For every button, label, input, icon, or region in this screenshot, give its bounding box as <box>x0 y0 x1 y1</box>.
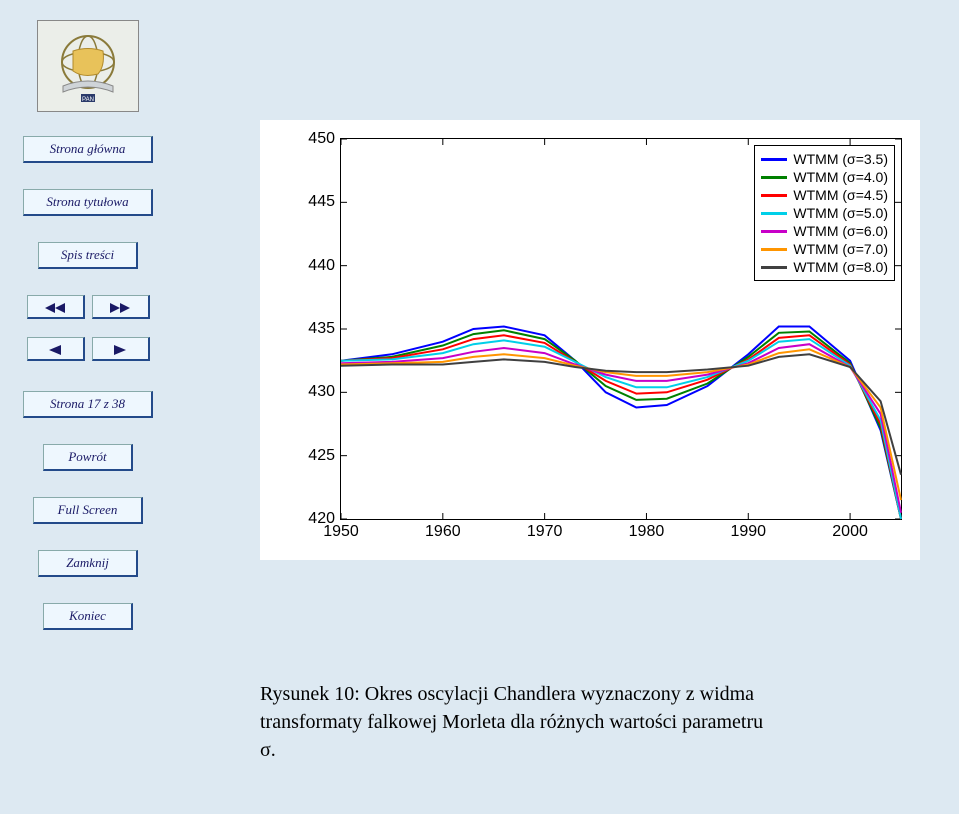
prev-button[interactable] <box>27 337 85 361</box>
end-button[interactable]: Koniec <box>43 603 133 630</box>
series-line <box>341 354 901 474</box>
right-icon <box>114 345 126 355</box>
legend-swatch <box>761 266 787 269</box>
chart: WTMM (σ=3.5)WTMM (σ=4.0)WTMM (σ=4.5)WTMM… <box>260 120 920 560</box>
close-button[interactable]: Zamknij <box>38 550 138 577</box>
left-icon <box>49 345 61 355</box>
svg-text:PAN: PAN <box>82 97 94 103</box>
y-tick-label: 440 <box>285 257 341 275</box>
content: WTMM (σ=3.5)WTMM (σ=4.0)WTMM (σ=4.5)WTMM… <box>260 120 930 764</box>
legend-swatch <box>761 212 787 215</box>
back-button[interactable]: Powrót <box>43 444 133 471</box>
title-page-button[interactable]: Strona tytułowa <box>23 189 153 216</box>
legend-label: WTMM (σ=4.5) <box>793 186 888 204</box>
x-tick-label: 1950 <box>323 519 359 541</box>
series-line <box>341 339 901 519</box>
x-tick-label: 1960 <box>425 519 461 541</box>
toc-button[interactable]: Spis treści <box>38 242 138 269</box>
legend-item: WTMM (σ=5.0) <box>761 204 888 222</box>
legend-label: WTMM (σ=8.0) <box>793 258 888 276</box>
nav-fast-row <box>23 295 153 319</box>
legend-swatch <box>761 158 787 161</box>
fullscreen-button[interactable]: Full Screen <box>33 497 143 524</box>
nav-step-row <box>23 337 153 361</box>
legend-label: WTMM (σ=3.5) <box>793 150 888 168</box>
x-tick-label: 1980 <box>629 519 665 541</box>
legend-swatch <box>761 194 787 197</box>
y-tick-label: 430 <box>285 383 341 401</box>
figure-caption: Rysunek 10: Okres oscylacji Chandlera wy… <box>260 680 780 764</box>
double-right-icon <box>110 303 130 313</box>
sidebar: PAN Strona główna Strona tytułowa Spis t… <box>18 20 158 656</box>
y-tick-label: 450 <box>285 130 341 148</box>
legend-label: WTMM (σ=4.0) <box>793 168 888 186</box>
legend-item: WTMM (σ=8.0) <box>761 258 888 276</box>
rewind-button[interactable] <box>27 295 85 319</box>
forward-fast-button[interactable] <box>92 295 150 319</box>
x-tick-label: 1970 <box>527 519 563 541</box>
legend-swatch <box>761 248 787 251</box>
legend-item: WTMM (σ=6.0) <box>761 222 888 240</box>
logo: PAN <box>37 20 139 112</box>
legend-swatch <box>761 176 787 179</box>
legend-item: WTMM (σ=3.5) <box>761 150 888 168</box>
legend-item: WTMM (σ=4.5) <box>761 186 888 204</box>
legend: WTMM (σ=3.5)WTMM (σ=4.0)WTMM (σ=4.5)WTMM… <box>754 145 895 281</box>
next-button[interactable] <box>92 337 150 361</box>
legend-label: WTMM (σ=7.0) <box>793 240 888 258</box>
y-tick-label: 445 <box>285 193 341 211</box>
legend-label: WTMM (σ=5.0) <box>793 204 888 222</box>
x-tick-label: 2000 <box>832 519 868 541</box>
double-left-icon <box>45 303 65 313</box>
plot-area: WTMM (σ=3.5)WTMM (σ=4.0)WTMM (σ=4.5)WTMM… <box>340 138 902 520</box>
legend-swatch <box>761 230 787 233</box>
legend-item: WTMM (σ=7.0) <box>761 240 888 258</box>
series-line <box>341 344 901 513</box>
legend-item: WTMM (σ=4.0) <box>761 168 888 186</box>
x-tick-label: 1990 <box>730 519 766 541</box>
y-tick-label: 435 <box>285 320 341 338</box>
legend-label: WTMM (σ=6.0) <box>793 222 888 240</box>
y-tick-label: 425 <box>285 447 341 465</box>
home-button[interactable]: Strona główna <box>23 136 153 163</box>
page-indicator[interactable]: Strona 17 z 38 <box>23 391 153 418</box>
